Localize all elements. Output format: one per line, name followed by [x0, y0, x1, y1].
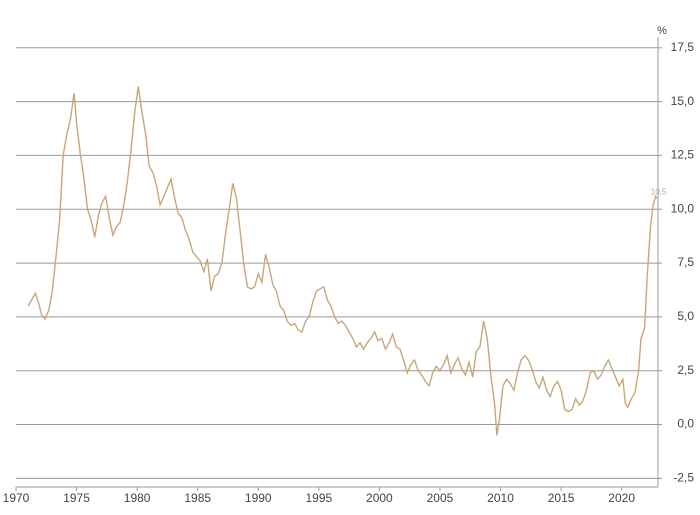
y-tick-label: -2,5 — [673, 471, 694, 485]
x-tick-label: 1970 — [3, 491, 30, 505]
x-tick-label: 1980 — [124, 491, 151, 505]
x-tick-label: 2000 — [366, 491, 393, 505]
y-tick-label: 2,5 — [677, 363, 694, 377]
y-tick-label: 12,5 — [671, 148, 695, 162]
y-tick-label: 5,0 — [677, 309, 694, 323]
x-tick-label: 1985 — [184, 491, 211, 505]
x-tick-label: 2020 — [608, 491, 635, 505]
x-tick-label: 1995 — [305, 491, 332, 505]
y-tick-label: 7,5 — [677, 255, 694, 269]
x-tick-label: 2015 — [548, 491, 575, 505]
y-axis-label: % — [657, 25, 667, 37]
x-tick-label: 2010 — [487, 491, 514, 505]
annotation: 10,5 — [651, 188, 667, 197]
y-tick-label: 10,0 — [671, 201, 695, 215]
y-tick-label: 17,5 — [671, 40, 695, 54]
line — [27, 86, 658, 436]
x-tick-label: 1990 — [245, 491, 272, 505]
y-tick-label: 0,0 — [677, 417, 694, 431]
x-tick-label: 1975 — [63, 491, 90, 505]
x-tick-label: 2005 — [427, 491, 454, 505]
y-tick-label: 15,0 — [671, 94, 695, 108]
